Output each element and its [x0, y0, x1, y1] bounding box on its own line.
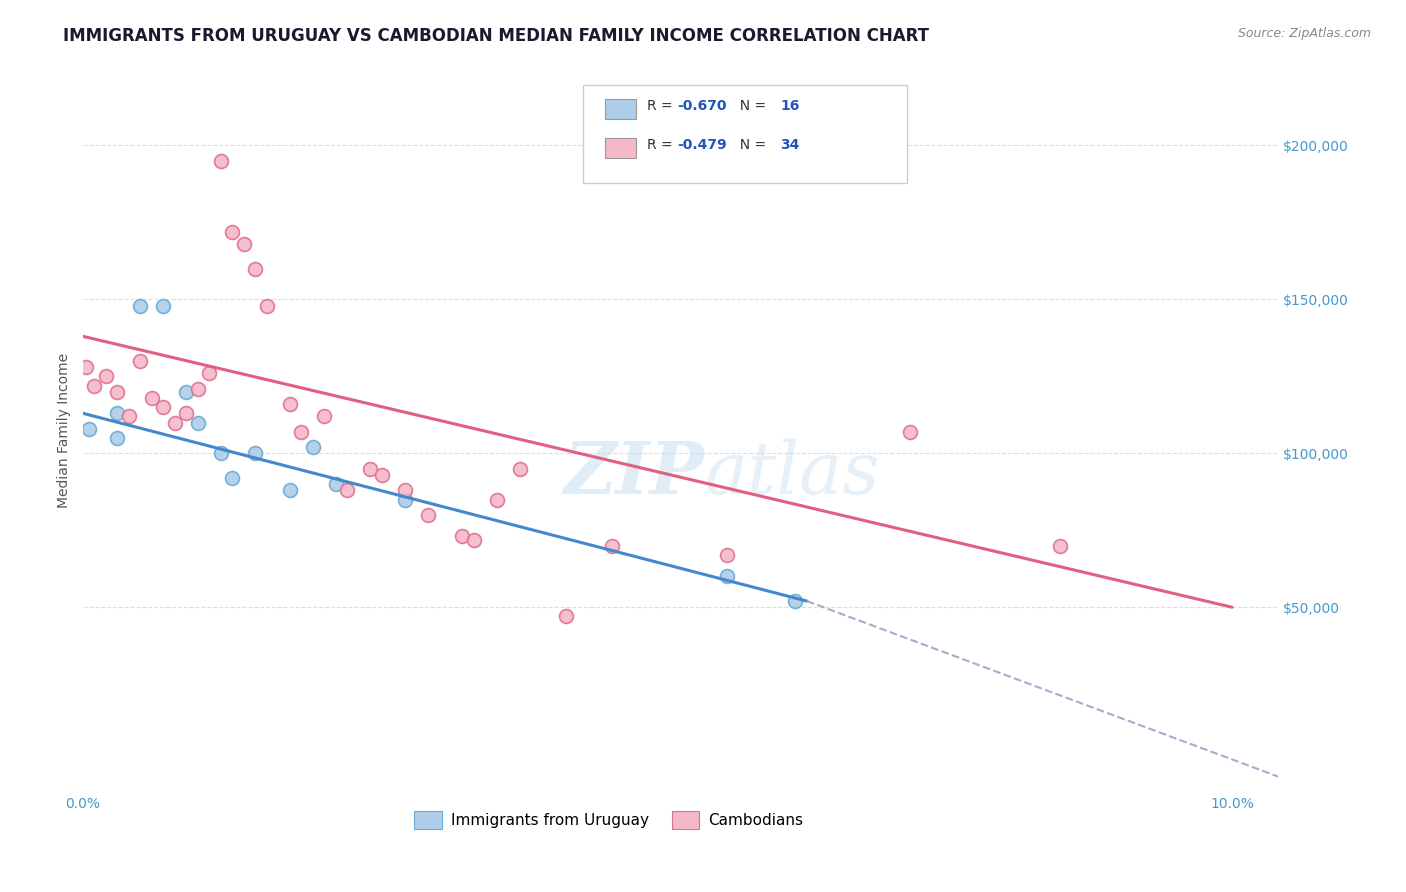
- Point: [129, 299, 152, 313]
- Point: [301, 440, 323, 454]
- Text: ZIP: ZIP: [564, 438, 704, 509]
- Point: [163, 416, 186, 430]
- Text: -0.479: -0.479: [678, 138, 727, 153]
- Point: [1049, 539, 1071, 553]
- Text: 34: 34: [780, 138, 800, 153]
- Point: [187, 382, 209, 396]
- Point: [314, 409, 336, 424]
- Point: [336, 483, 359, 498]
- Text: R =: R =: [647, 99, 676, 113]
- Point: [371, 467, 394, 482]
- Point: [359, 461, 381, 475]
- Text: R =: R =: [647, 138, 676, 153]
- Point: [245, 446, 267, 460]
- Text: 16: 16: [780, 99, 800, 113]
- Point: [485, 492, 508, 507]
- Point: [209, 153, 232, 168]
- Point: [509, 461, 531, 475]
- Point: [394, 492, 416, 507]
- Legend: Immigrants from Uruguay, Cambodians: Immigrants from Uruguay, Cambodians: [408, 805, 810, 835]
- Point: [176, 384, 198, 399]
- Point: [451, 529, 474, 543]
- Point: [554, 609, 576, 624]
- Point: [209, 446, 232, 460]
- Point: [118, 409, 141, 424]
- Point: [107, 431, 129, 445]
- Point: [463, 533, 485, 547]
- Text: N =: N =: [731, 138, 770, 153]
- Point: [141, 391, 163, 405]
- Point: [221, 225, 243, 239]
- Text: Source: ZipAtlas.com: Source: ZipAtlas.com: [1237, 27, 1371, 40]
- Point: [278, 483, 301, 498]
- Point: [600, 539, 623, 553]
- Point: [290, 425, 312, 439]
- Point: [83, 378, 105, 392]
- Point: [256, 299, 278, 313]
- Text: -0.670: -0.670: [678, 99, 727, 113]
- Point: [394, 483, 416, 498]
- Text: atlas: atlas: [704, 438, 880, 509]
- Point: [152, 400, 174, 414]
- Y-axis label: Median Family Income: Median Family Income: [58, 352, 72, 508]
- Point: [325, 477, 347, 491]
- Point: [232, 237, 254, 252]
- Point: [221, 471, 243, 485]
- Point: [278, 397, 301, 411]
- Point: [198, 366, 221, 380]
- Text: IMMIGRANTS FROM URUGUAY VS CAMBODIAN MEDIAN FAMILY INCOME CORRELATION CHART: IMMIGRANTS FROM URUGUAY VS CAMBODIAN MED…: [63, 27, 929, 45]
- Point: [716, 569, 738, 583]
- Point: [416, 508, 439, 522]
- Point: [75, 360, 97, 375]
- Point: [187, 416, 209, 430]
- Point: [129, 354, 152, 368]
- Point: [176, 406, 198, 420]
- Point: [898, 425, 921, 439]
- Point: [94, 369, 117, 384]
- Point: [716, 548, 738, 562]
- Text: N =: N =: [731, 99, 770, 113]
- Point: [785, 594, 807, 608]
- Point: [107, 406, 129, 420]
- Point: [107, 384, 129, 399]
- Point: [77, 422, 100, 436]
- Point: [152, 299, 174, 313]
- Point: [245, 261, 267, 276]
